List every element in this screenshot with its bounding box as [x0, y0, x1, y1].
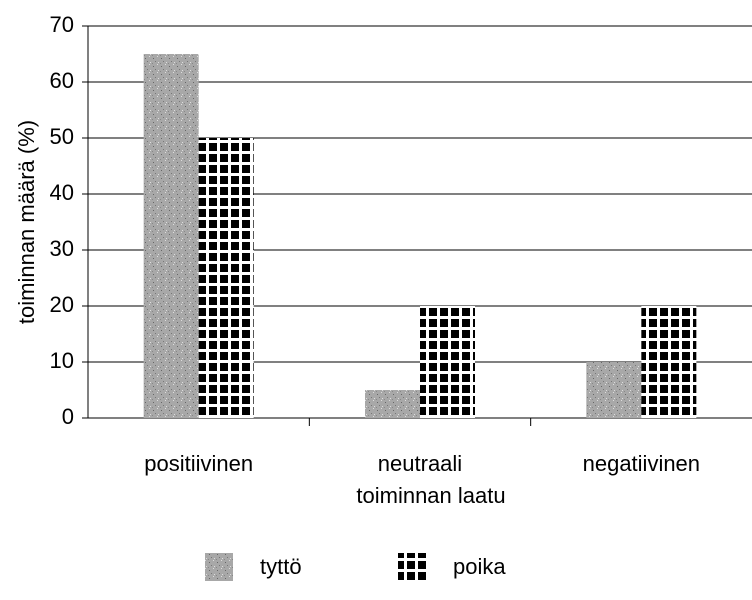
legend-swatch: [205, 553, 233, 581]
y-tick-label: 60: [50, 68, 74, 93]
bar: [641, 306, 697, 418]
bar: [420, 306, 475, 418]
legend-swatch: [398, 553, 426, 581]
bar: [365, 390, 420, 418]
y-tick-label: 70: [50, 12, 74, 37]
legend-label: tyttö: [260, 554, 302, 579]
y-tick-label: 30: [50, 236, 74, 261]
y-tick-label: 0: [62, 404, 74, 429]
y-axis-label: toiminnan määrä (%): [14, 120, 39, 324]
x-tick-label: neutraali: [378, 451, 462, 476]
y-tick-label: 20: [50, 292, 74, 317]
y-tick-label: 50: [50, 124, 74, 149]
x-axis-label: toiminnan laatu: [356, 483, 505, 508]
y-tick-label: 10: [50, 348, 74, 373]
x-tick-label: negatiivinen: [583, 451, 700, 476]
x-tick-label: positiivinen: [144, 451, 253, 476]
bar: [143, 54, 199, 418]
bar: [198, 138, 254, 418]
bar: [586, 362, 642, 418]
legend-label: poika: [453, 554, 506, 579]
y-tick-label: 40: [50, 180, 74, 205]
